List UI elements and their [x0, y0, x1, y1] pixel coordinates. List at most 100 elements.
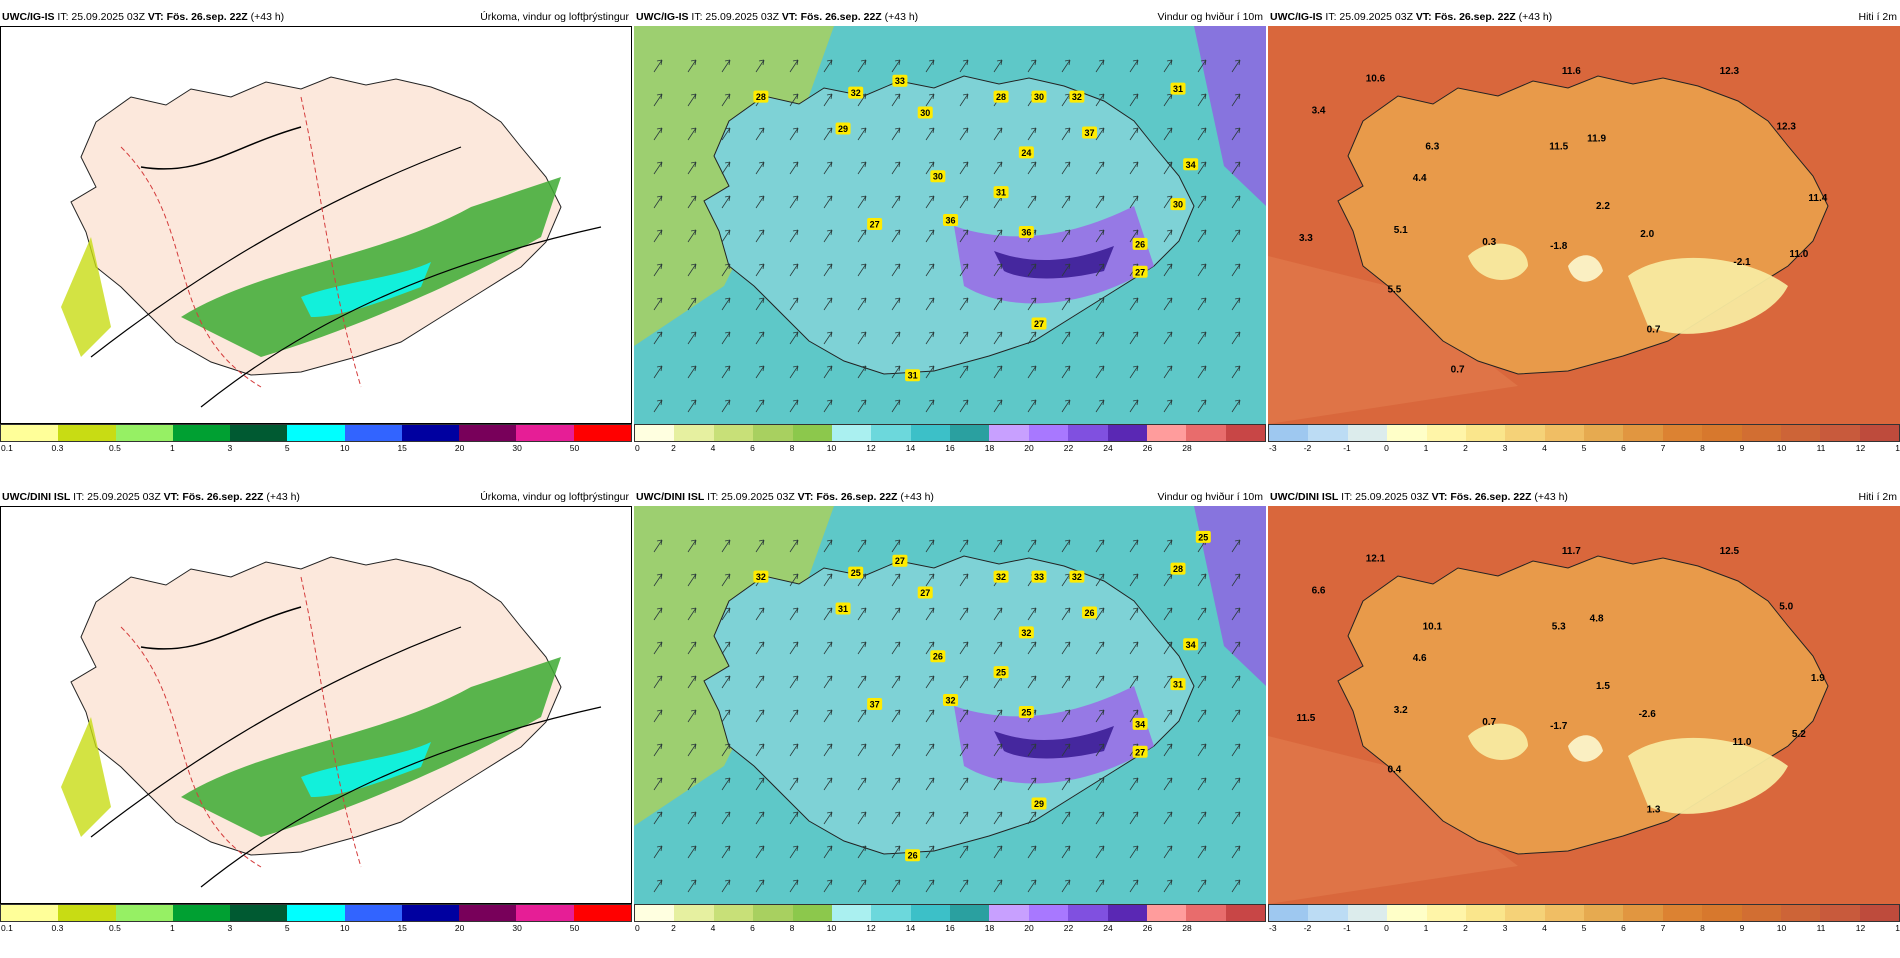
wind-panel-row2: UWC/DINI ISL IT: 25.09.2025 03Z VT: Fös.… — [634, 488, 1266, 958]
temp-colorbar: -3-2-1012345678910111213 — [1268, 424, 1900, 456]
precip-core — [301, 262, 431, 317]
svg-text:27: 27 — [920, 588, 930, 598]
wind-arrow — [789, 675, 799, 689]
wind-arrow — [653, 161, 663, 175]
colorbar-tick-label: 14 — [905, 443, 916, 453]
wind-gust-label: 30 — [930, 170, 946, 183]
wind-arrow — [789, 161, 799, 175]
colorbar-tick-label: 13 — [1895, 443, 1900, 453]
wind-arrow — [1163, 607, 1173, 621]
wind-arrow — [1095, 641, 1105, 655]
wind-arrow — [1129, 641, 1139, 655]
wind-arrow — [891, 399, 901, 413]
valid-time: VT: Fös. 26.sep. 22Z — [1431, 491, 1532, 503]
svg-text:30: 30 — [920, 108, 930, 118]
wind-arrow — [1095, 539, 1105, 553]
wind-arrow — [891, 573, 901, 587]
colorbar-swatch — [1347, 425, 1388, 441]
wind-arrow — [993, 879, 1003, 893]
wind-arrow — [1095, 879, 1105, 893]
wind-arrow — [1095, 607, 1105, 621]
wind-arrow — [993, 365, 1003, 379]
temp-label: -1.8 — [1550, 241, 1568, 252]
wind-arrow — [925, 709, 935, 723]
wind-arrow — [687, 399, 697, 413]
wind-arrow — [1061, 161, 1071, 175]
colorbar-swatch — [1068, 905, 1108, 921]
colorbar-tick-label: 11 — [1816, 443, 1826, 453]
wind-gust-label: 36 — [1018, 225, 1034, 238]
wind-arrow — [1231, 263, 1241, 277]
colorbar-tick-label: 6 — [750, 923, 755, 933]
temp-label: 3.4 — [1312, 106, 1326, 117]
wind-gust-label: 25 — [993, 666, 1009, 679]
isobar-line — [200, 706, 602, 888]
wind-arrow — [1197, 263, 1207, 277]
wind-arrow — [959, 845, 969, 859]
model-name: UWC/DINI ISL — [636, 491, 705, 503]
colorbar-tick-label: 4 — [1542, 923, 1547, 933]
wind-arrow — [857, 709, 867, 723]
temp-label: 0.7 — [1482, 717, 1496, 728]
colorbar-tick-label: 20 — [1024, 443, 1034, 453]
wind-arrow — [755, 675, 765, 689]
colorbar-swatch — [344, 425, 402, 441]
wind-arrow — [1061, 607, 1071, 621]
wind-arrow — [857, 811, 867, 825]
wind-arrow — [1061, 127, 1071, 141]
wind-arrow — [1095, 399, 1105, 413]
wind-arrow — [687, 229, 697, 243]
svg-text:32: 32 — [945, 696, 955, 706]
colorbar-tick-label: -2 — [1303, 923, 1312, 933]
wind-arrow — [959, 777, 969, 791]
wind-arrow — [1231, 743, 1241, 757]
wind-arrow — [823, 811, 833, 825]
colorbar-swatch — [1426, 905, 1466, 921]
wind-arrow — [1129, 777, 1139, 791]
colorbar-tick-label: 6 — [1621, 443, 1626, 453]
wind-arrow — [755, 607, 765, 621]
wind-gust-label: 25 — [1018, 705, 1034, 718]
wind-gust-label: 32 — [753, 570, 769, 583]
wind-gust-label: 27 — [1031, 317, 1047, 330]
colorbar-swatch — [1269, 905, 1309, 921]
wind-arrow — [721, 93, 731, 107]
colorbar-swatch — [871, 425, 911, 441]
wind-arrow — [993, 811, 1003, 825]
colorbar-swatch — [287, 425, 345, 441]
colorbar-swatch — [1225, 905, 1265, 921]
wind-arrow — [1027, 607, 1037, 621]
wind-arrow — [755, 161, 765, 175]
wind-arrow — [857, 641, 867, 655]
svg-text:30: 30 — [933, 172, 943, 182]
iceland-outline — [70, 76, 562, 376]
wind-arrow — [1197, 709, 1207, 723]
temp-label: 4.8 — [1590, 613, 1604, 624]
colorbar-tick-label: 10 — [339, 443, 350, 453]
colorbar-swatch — [1741, 425, 1781, 441]
wind-gust-label: 31 — [993, 186, 1009, 199]
wind-arrow — [1095, 365, 1105, 379]
wind-arrow — [1197, 59, 1207, 73]
temp-label: 11.4 — [1808, 193, 1827, 204]
wind-arrow — [1231, 297, 1241, 311]
colorbar-swatch — [1465, 905, 1506, 921]
svg-text:34: 34 — [1135, 719, 1145, 729]
wind-arrow — [1095, 59, 1105, 73]
wind-arrow — [789, 195, 799, 209]
colorbar-swatch — [459, 425, 517, 441]
colorbar-tick-label: 12 — [866, 443, 876, 453]
wind-arrow — [1129, 539, 1139, 553]
wind-gust-label: 30 — [1031, 90, 1047, 103]
colorbar-tick-label: 4 — [710, 443, 716, 453]
wind-gust-label: 29 — [1031, 797, 1047, 810]
colorbar-swatch — [1426, 425, 1466, 441]
wind-arrow — [1197, 573, 1207, 587]
colorbar-swatch — [1584, 425, 1624, 441]
wind-arrow — [1095, 195, 1105, 209]
wind-arrow — [1061, 263, 1071, 277]
wind-arrow — [789, 539, 799, 553]
wind-arrow — [857, 539, 867, 553]
wind-arrow — [823, 573, 833, 587]
wind-arrow — [823, 641, 833, 655]
